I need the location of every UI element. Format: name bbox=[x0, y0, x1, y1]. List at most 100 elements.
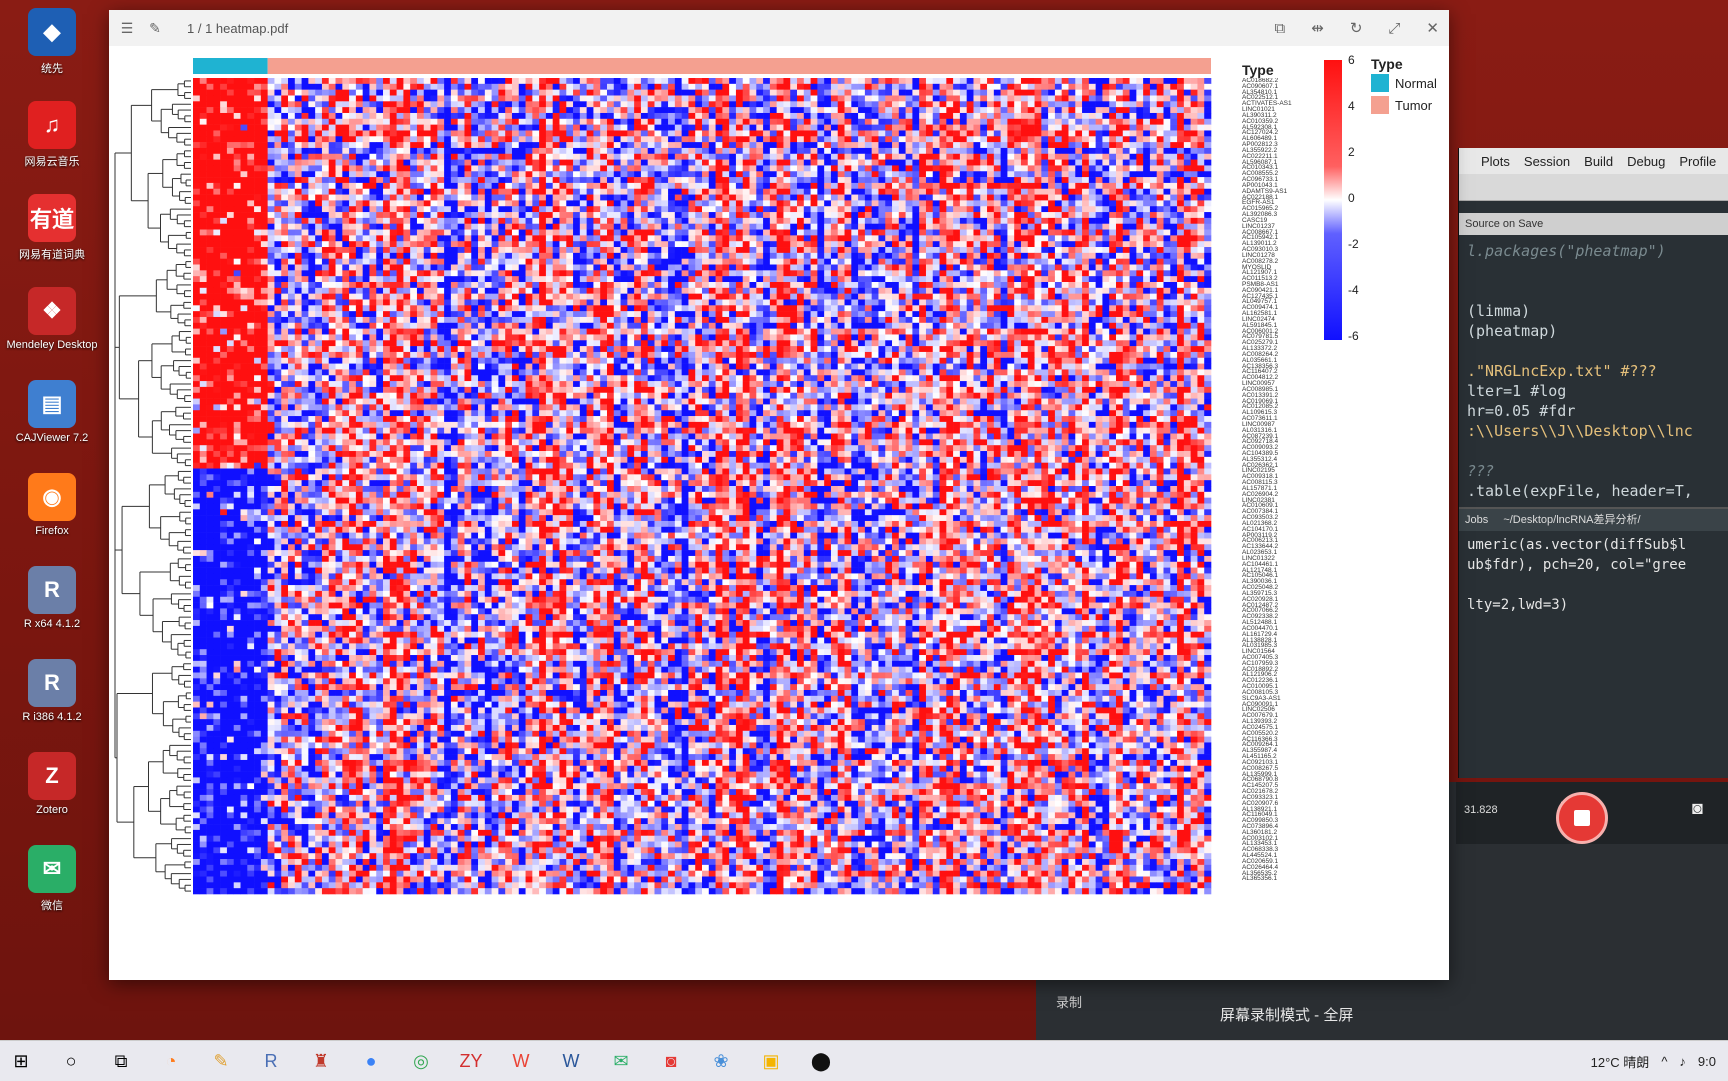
menu-icon[interactable]: ☰ bbox=[113, 20, 141, 37]
heatmap-cell bbox=[919, 78, 926, 84]
menu-plots[interactable]: Plots bbox=[1481, 154, 1510, 169]
heatmap-cell bbox=[410, 165, 417, 171]
code-editor[interactable]: l.packages("pheatmap") (limma)(pheatmap)… bbox=[1459, 235, 1728, 507]
heatmap-cell bbox=[485, 136, 492, 142]
heatmap-cell bbox=[750, 125, 757, 131]
heatmap-cell bbox=[865, 265, 872, 271]
heatmap-cell bbox=[213, 206, 220, 212]
heatmap-cell bbox=[878, 230, 885, 236]
heatmap-cell bbox=[247, 78, 254, 84]
desktop-icon[interactable]: ◉Firefox bbox=[2, 473, 102, 537]
menu-session[interactable]: Session bbox=[1524, 154, 1570, 169]
heatmap-cell bbox=[926, 189, 933, 195]
close-icon[interactable]: ✕ bbox=[1426, 19, 1439, 37]
heatmap-cell bbox=[492, 95, 499, 101]
rstudio-window[interactable]: Plots Session Build Debug Profile Source… bbox=[1458, 148, 1728, 778]
heatmap-cell bbox=[756, 154, 763, 160]
heatmap-cell bbox=[1136, 95, 1143, 101]
stop-recording-button[interactable] bbox=[1556, 792, 1608, 844]
fullscreen-icon[interactable]: ⤢ bbox=[1388, 20, 1400, 37]
heatmap-cell bbox=[234, 189, 241, 195]
heatmap-cell bbox=[539, 130, 546, 136]
heatmap-cell bbox=[1116, 119, 1123, 125]
heatmap-cell bbox=[220, 230, 227, 236]
heatmap-cell bbox=[234, 136, 241, 142]
heatmap-cell bbox=[471, 78, 478, 84]
heatmap-cell bbox=[424, 230, 431, 236]
heatmap-cell bbox=[1136, 253, 1143, 259]
rotate-icon[interactable]: ↻ bbox=[1350, 19, 1363, 37]
fit-icon[interactable]: ⇹ bbox=[1311, 19, 1324, 37]
source-on-save-checkbox[interactable]: Source on Save bbox=[1465, 218, 1543, 230]
heatmap-cell bbox=[722, 200, 729, 206]
heatmap-cell bbox=[851, 119, 858, 125]
heatmap-cell bbox=[1075, 177, 1082, 183]
heatmap-cell bbox=[207, 171, 214, 177]
heatmap-cell bbox=[946, 247, 953, 253]
heatmap-cell bbox=[261, 195, 268, 201]
copy-icon[interactable]: ⧉ bbox=[1275, 20, 1286, 37]
heatmap-cell bbox=[356, 165, 363, 171]
desktop-icon[interactable]: 有道网易有道词典 bbox=[2, 194, 102, 262]
heatmap-cell bbox=[268, 265, 275, 271]
heatmap-cell bbox=[329, 142, 336, 148]
menu-profile[interactable]: Profile bbox=[1679, 154, 1716, 169]
heatmap-cell bbox=[410, 130, 417, 136]
desktop-icon[interactable]: ✉微信 bbox=[2, 845, 102, 913]
desktop-icon[interactable]: ♫网易云音乐 bbox=[2, 101, 102, 169]
heatmap-cell bbox=[546, 84, 553, 90]
tab-jobs[interactable]: Jobs bbox=[1465, 514, 1488, 526]
heatmap-cell bbox=[1204, 119, 1211, 125]
heatmap-cell bbox=[505, 154, 512, 160]
heatmap-cell bbox=[675, 183, 682, 189]
heatmap-cell bbox=[498, 259, 505, 265]
heatmap-cell bbox=[627, 136, 634, 142]
heatmap-cell bbox=[417, 171, 424, 177]
heatmap-cell bbox=[1109, 189, 1116, 195]
heatmap-cell bbox=[274, 125, 281, 131]
heatmap-cell bbox=[424, 142, 431, 148]
heatmap-cell bbox=[634, 165, 641, 171]
heatmap-cell bbox=[519, 95, 526, 101]
heatmap-cell bbox=[763, 189, 770, 195]
camera-icon[interactable]: ◙ bbox=[1692, 798, 1703, 819]
heatmap-cell bbox=[1177, 253, 1184, 259]
heatmap-cell bbox=[336, 90, 343, 96]
heatmap-cell bbox=[634, 154, 641, 160]
pin-icon[interactable]: ✎ bbox=[141, 20, 169, 37]
heatmap-cell bbox=[342, 125, 349, 131]
heatmap-cell bbox=[458, 212, 465, 218]
heatmap-cell bbox=[750, 142, 757, 148]
heatmap-cell bbox=[458, 183, 465, 189]
heatmap-cell bbox=[322, 224, 329, 230]
heatmap-cell bbox=[926, 230, 933, 236]
heatmap-cell bbox=[566, 224, 573, 230]
heatmap-cell bbox=[431, 212, 438, 218]
heatmap-cell bbox=[281, 148, 288, 154]
heatmap-cell bbox=[1102, 78, 1109, 84]
heatmap-cell bbox=[417, 189, 424, 195]
heatmap-cell bbox=[1204, 148, 1211, 154]
heatmap-cell bbox=[458, 90, 465, 96]
heatmap-cell bbox=[268, 189, 275, 195]
heatmap-cell bbox=[654, 160, 661, 166]
heatmap-cell bbox=[227, 265, 234, 271]
heatmap-cell bbox=[315, 247, 322, 253]
desktop-icon[interactable]: ❖Mendeley Desktop bbox=[2, 287, 102, 351]
heatmap-cell bbox=[729, 212, 736, 218]
heatmap-cell bbox=[444, 119, 451, 125]
heatmap-cell bbox=[519, 171, 526, 177]
heatmap-cell bbox=[519, 78, 526, 84]
menu-build[interactable]: Build bbox=[1584, 154, 1613, 169]
desktop-icon[interactable]: ▤CAJViewer 7.2 bbox=[2, 380, 102, 444]
heatmap-cell bbox=[1075, 90, 1082, 96]
heatmap-cell bbox=[953, 224, 960, 230]
menu-debug[interactable]: Debug bbox=[1627, 154, 1665, 169]
desktop-icon[interactable]: ◆统先 bbox=[2, 8, 102, 76]
heatmap-cell bbox=[342, 165, 349, 171]
